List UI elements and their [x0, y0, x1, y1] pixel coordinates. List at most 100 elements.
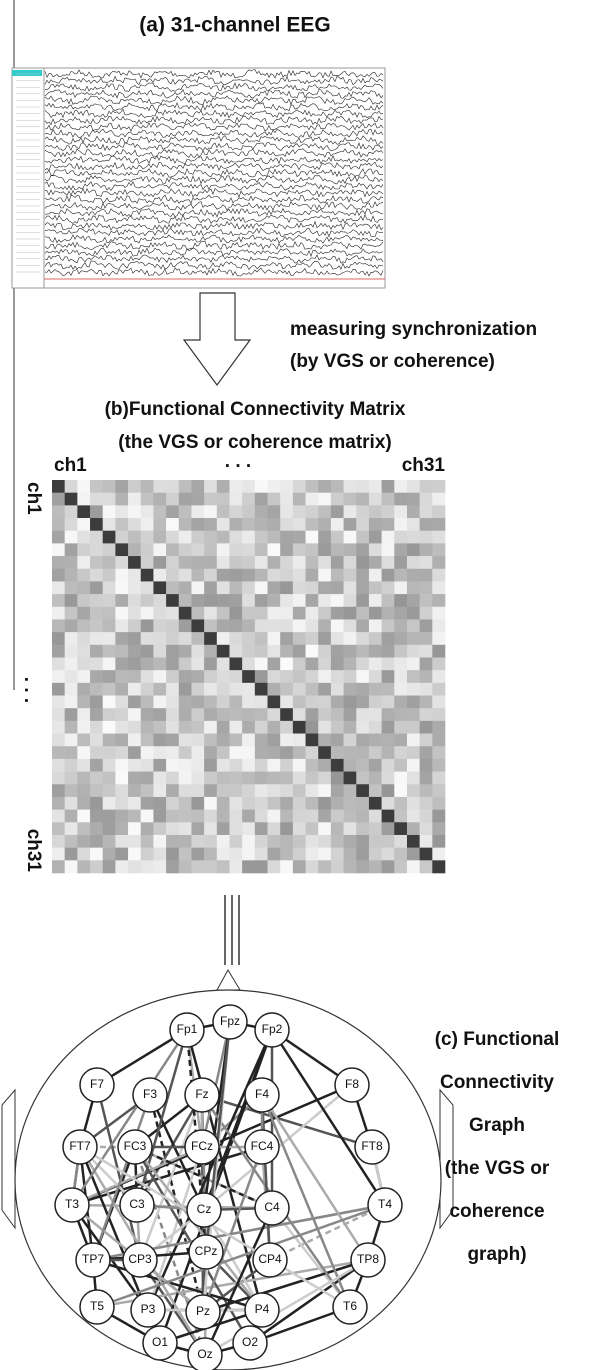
matrix-cell [268, 480, 281, 493]
matrix-cell [382, 721, 395, 734]
matrix-cell [432, 645, 445, 658]
left-ear [2, 1090, 15, 1228]
matrix-cell [65, 619, 78, 632]
matrix-cell [432, 822, 445, 835]
matrix-cell [407, 683, 420, 696]
matrix-cell [242, 822, 255, 835]
matrix-cell [306, 670, 319, 683]
matrix-cell [369, 619, 382, 632]
matrix-cell [52, 594, 65, 607]
matrix-cell [77, 784, 90, 797]
matrix-cell [318, 670, 331, 683]
matrix-cell [407, 860, 420, 873]
matrix-cell [344, 759, 357, 772]
matrix-cell [382, 708, 395, 721]
matrix-cell [141, 797, 154, 810]
matrix-cell [420, 670, 433, 683]
matrix-cell [141, 822, 154, 835]
matrix-cell [65, 556, 78, 569]
matrix-cell [318, 784, 331, 797]
matrix-cell [166, 784, 179, 797]
matrix-cell [255, 696, 268, 709]
matrix-cell [407, 569, 420, 582]
matrix-cell [153, 556, 166, 569]
node-label: TP8 [357, 1252, 379, 1266]
matrix-cell [166, 708, 179, 721]
matrix-cell [344, 632, 357, 645]
matrix-cell [153, 581, 166, 594]
matrix-cell [369, 493, 382, 506]
matrix-cell [52, 708, 65, 721]
matrix-cell [217, 860, 230, 873]
matrix-cell [382, 657, 395, 670]
matrix-cell [229, 772, 242, 785]
matrix-cell [306, 480, 319, 493]
matrix-cell [369, 581, 382, 594]
matrix-cell [432, 505, 445, 518]
matrix-cell [331, 645, 344, 658]
matrix-cell [293, 505, 306, 518]
matrix-cell [128, 645, 141, 658]
matrix-cell [420, 759, 433, 772]
matrix-cell [242, 797, 255, 810]
matrix-cell [115, 581, 128, 594]
matrix-cell [268, 619, 281, 632]
matrix-cell [356, 734, 369, 747]
matrix-cell [356, 746, 369, 759]
matrix-cell [229, 543, 242, 556]
matrix-cell [141, 734, 154, 747]
matrix-cell [331, 822, 344, 835]
matrix-cell [344, 493, 357, 506]
matrix-cell [179, 657, 192, 670]
matrix-cell [90, 569, 103, 582]
matrix-cell [103, 759, 116, 772]
matrix-cell [293, 531, 306, 544]
matrix-cell [255, 797, 268, 810]
matrix-cell [103, 645, 116, 658]
matrix-cell [166, 822, 179, 835]
node-label: F7 [90, 1077, 104, 1091]
matrix-cell [128, 683, 141, 696]
matrix-cell [166, 860, 179, 873]
matrix-cell [166, 683, 179, 696]
matrix-cell [103, 531, 116, 544]
matrix-cell [115, 822, 128, 835]
arrow-text: measuring synchronization [290, 319, 537, 340]
matrix-cell [268, 784, 281, 797]
matrix-cell [394, 746, 407, 759]
matrix-cell [344, 797, 357, 810]
matrix-cell [153, 848, 166, 861]
matrix-cell [191, 543, 204, 556]
matrix-cell [356, 708, 369, 721]
node-label: C4 [264, 1200, 280, 1214]
matrix-cell [115, 657, 128, 670]
matrix-cell [394, 480, 407, 493]
matrix-cell [153, 759, 166, 772]
matrix-cell [255, 505, 268, 518]
matrix-cell [280, 746, 293, 759]
matrix-cell [217, 531, 230, 544]
matrix-cell [420, 860, 433, 873]
matrix-cell [432, 556, 445, 569]
matrix-cell [229, 734, 242, 747]
matrix-cell [420, 708, 433, 721]
matrix-cell [268, 822, 281, 835]
matrix-cell [242, 759, 255, 772]
matrix-cell [153, 569, 166, 582]
matrix-cell [242, 683, 255, 696]
matrix-cell [90, 683, 103, 696]
matrix-cell [191, 848, 204, 861]
matrix-cell [280, 480, 293, 493]
matrix-cell [280, 632, 293, 645]
equivalence-sign [225, 895, 239, 965]
matrix-cell [77, 860, 90, 873]
matrix-cell [229, 797, 242, 810]
node-label: C3 [129, 1197, 145, 1211]
matrix-cell [420, 619, 433, 632]
matrix-cell [77, 721, 90, 734]
matrix-cell [65, 657, 78, 670]
matrix-cell [280, 734, 293, 747]
matrix-cell [217, 797, 230, 810]
matrix-cell [52, 607, 65, 620]
matrix-cell [255, 670, 268, 683]
